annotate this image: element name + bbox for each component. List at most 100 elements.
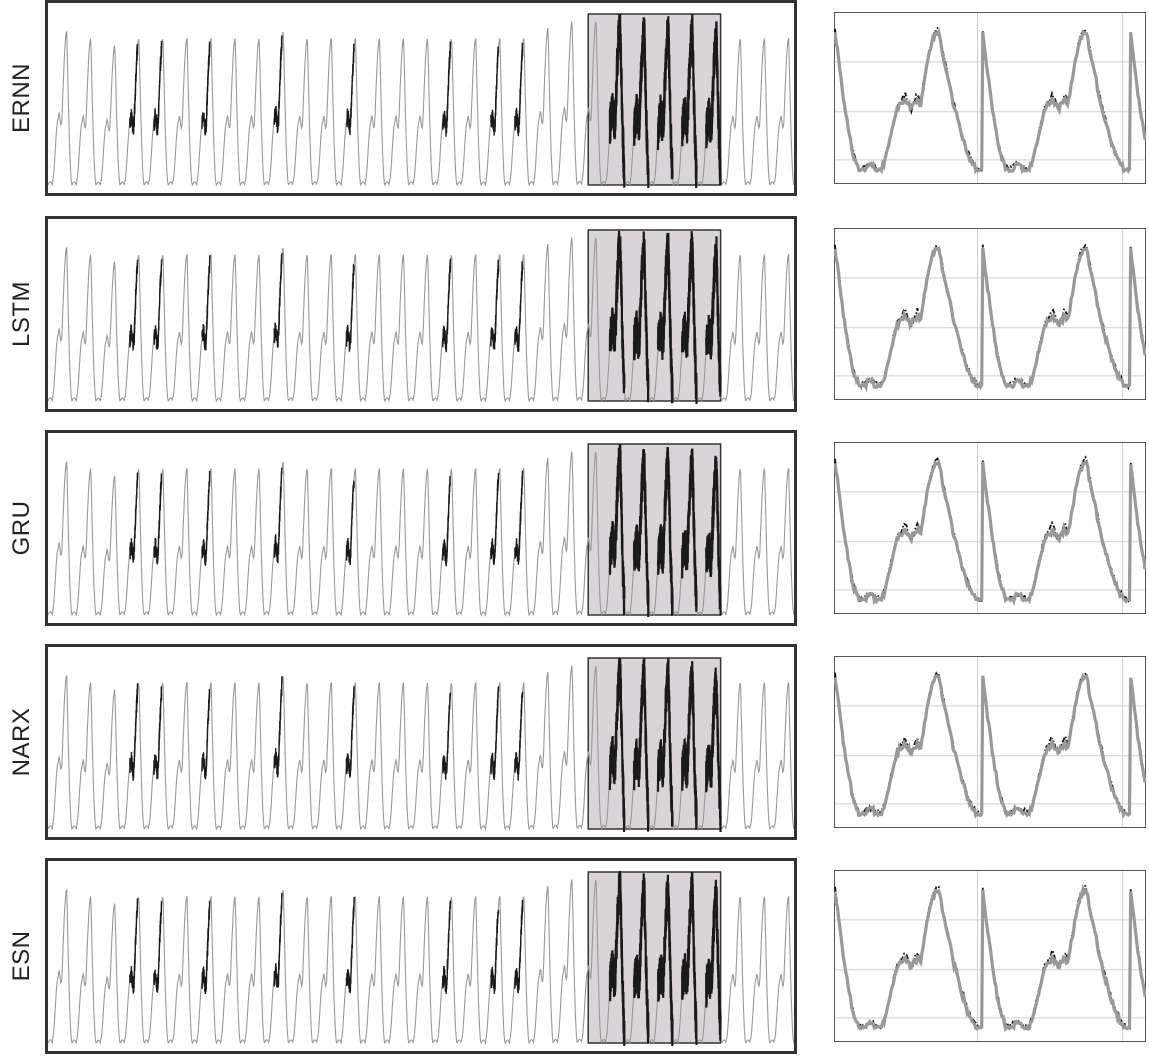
actual-series-segment <box>705 879 722 1041</box>
actual-series-segment <box>442 692 452 780</box>
actual-series-segment <box>153 40 163 136</box>
signal-plot <box>45 644 797 840</box>
chart-row-ernn: ERNN <box>0 0 1149 200</box>
actual-series-segment <box>129 259 139 352</box>
actual-series-segment <box>345 686 355 778</box>
actual-series-segment <box>273 467 283 564</box>
zoom-predicted-line <box>834 884 1146 1033</box>
actual-series-segment <box>129 898 139 994</box>
actual-series-segment <box>201 470 211 566</box>
actual-series-segment <box>129 683 139 781</box>
actual-series-segment <box>345 264 355 352</box>
actual-series-segment <box>490 909 500 994</box>
actual-series-segment <box>656 658 674 827</box>
actual-series-segment <box>129 472 139 563</box>
actual-series-segment <box>345 43 355 136</box>
actual-series-segment <box>153 686 163 780</box>
actual-series-segment <box>608 870 626 1046</box>
actual-series-segment <box>442 258 452 353</box>
highlight-region <box>587 871 722 1044</box>
panel-frame <box>45 216 797 412</box>
actual-series-segment <box>273 676 283 778</box>
zoom-plot <box>834 228 1146 400</box>
actual-series-segment <box>656 232 674 404</box>
actual-series-segment <box>681 13 698 189</box>
actual-series-segment <box>345 480 355 566</box>
signal-panel <box>45 644 797 840</box>
row-label-container: LSTM <box>0 216 44 412</box>
highlight-region <box>587 443 722 616</box>
actual-series-segment <box>153 901 163 993</box>
zoom-panel <box>834 870 1146 1046</box>
actual-series-segment <box>656 874 674 1047</box>
panel-frame <box>45 644 797 840</box>
actual-series-segment <box>273 253 283 348</box>
row-label-container: NARX <box>0 644 44 840</box>
actual-series-segment <box>129 43 139 135</box>
actual-series-segment <box>608 230 626 394</box>
signal-panel <box>45 0 797 196</box>
actual-series-segment <box>632 231 650 403</box>
signal-panel <box>45 858 797 1054</box>
actual-series-segment <box>490 259 500 350</box>
actual-series-segment <box>705 21 722 186</box>
actual-series-segment <box>153 259 163 350</box>
panel-frame <box>45 0 797 196</box>
chart-row-esn: ESN <box>0 858 1149 1058</box>
zoom-predicted-line <box>834 27 1146 175</box>
actual-series-segment <box>632 873 650 1044</box>
actual-series-segment <box>442 475 452 567</box>
actual-series-segment <box>608 13 626 188</box>
row-label: NARX <box>8 707 35 777</box>
highlight-region <box>587 13 722 186</box>
zoom-panel <box>834 656 1146 832</box>
panel-frame <box>45 430 797 626</box>
signal-panel <box>45 430 797 626</box>
zoom-plot <box>834 870 1146 1042</box>
actual-series-segment <box>442 900 452 994</box>
zoom-axes-box <box>834 228 1146 400</box>
actual-series-segment <box>656 446 674 616</box>
actual-series-segment <box>514 899 524 994</box>
actual-series-segment <box>442 41 452 137</box>
actual-series-segment <box>273 892 283 988</box>
zoom-predicted-line <box>834 459 1146 607</box>
signal-plot <box>45 216 797 412</box>
zoom-axes-box <box>834 442 1146 614</box>
row-label-container: GRU <box>0 430 44 626</box>
actual-series-segment <box>345 896 355 994</box>
actual-series-segment <box>153 473 163 565</box>
actual-series-segment <box>681 661 698 830</box>
zoom-axes-box <box>834 870 1146 1042</box>
row-label: LSTM <box>8 280 35 348</box>
actual-series-segment <box>705 455 722 616</box>
chart-row-narx: NARX <box>0 644 1149 844</box>
zoom-panel <box>834 12 1146 188</box>
panel-frame <box>45 858 797 1054</box>
actual-series-segment <box>273 35 283 134</box>
actual-series-segment <box>608 657 626 833</box>
signal-plot <box>45 430 797 626</box>
actual-series-segment <box>201 900 211 995</box>
actual-series-segment <box>201 688 211 780</box>
actual-series-segment <box>632 17 650 189</box>
actual-series-segment <box>681 871 698 1046</box>
actual-series-segment <box>705 667 722 833</box>
actual-series-segment <box>201 41 211 136</box>
actual-series-segment <box>608 443 626 616</box>
signal-plot <box>45 858 797 1054</box>
zoom-panel <box>834 228 1146 404</box>
actual-series-segment <box>681 448 698 612</box>
zoom-plot <box>834 442 1146 614</box>
highlight-region <box>587 657 722 830</box>
signal-panel <box>45 216 797 412</box>
zoom-axes-box <box>834 12 1146 184</box>
chart-row-gru: GRU <box>0 430 1149 630</box>
actual-series-segment <box>681 231 698 404</box>
actual-series-segment <box>490 686 500 781</box>
actual-series-segment <box>705 236 722 397</box>
row-label-container: ESN <box>0 858 44 1054</box>
actual-series-segment <box>514 42 524 137</box>
zoom-plot <box>834 12 1146 184</box>
row-label-container: ERNN <box>0 0 44 196</box>
